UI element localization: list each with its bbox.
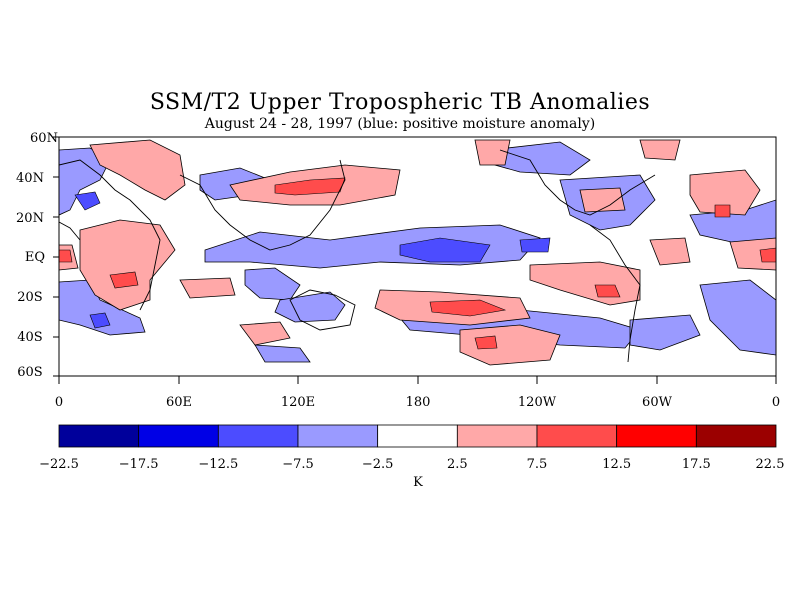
colorbar-tick-label: −22.5 <box>39 457 79 472</box>
colorbar-swatch <box>536 424 618 448</box>
anomaly-region-positive <box>474 139 511 166</box>
colorbar-swatch <box>217 424 299 448</box>
colorbar-swatch <box>456 424 538 448</box>
lon-label-0-east: 0 <box>772 395 780 410</box>
lon-label-120w: 120W <box>518 395 557 410</box>
anomaly-region-positive <box>714 204 731 218</box>
anomaly-region-negative <box>699 279 776 356</box>
anomaly-region-positive <box>639 139 681 161</box>
latitude-axis: 60N 40N 20N EQ 20S 40S 60S <box>16 131 58 380</box>
lat-label-40s: 40S <box>17 330 42 345</box>
colorbar-swatch <box>58 424 140 448</box>
anomaly-region-positive <box>594 284 621 298</box>
lon-label-60w: 60W <box>642 395 673 410</box>
anomaly-region-positive <box>459 324 561 366</box>
longitude-axis: 0 60E 120E 180 120W 60W 0 <box>55 395 780 410</box>
anomaly-region-positive <box>179 277 236 299</box>
colorbar-swatch <box>377 424 458 448</box>
colorbar-tick-label: 17.5 <box>682 457 711 472</box>
anomaly-region-negative <box>274 291 346 323</box>
colorbar-tick-label: 12.5 <box>602 457 631 472</box>
anomaly-region-positive <box>649 237 691 266</box>
anomaly-region-positive <box>89 139 186 201</box>
anomaly-contours <box>59 139 776 366</box>
lat-label-eq: EQ <box>25 250 45 265</box>
colorbar-tick-label: −2.5 <box>362 457 394 472</box>
anomaly-region-positive <box>759 247 776 263</box>
map-plot-area <box>58 136 777 377</box>
anomaly-region-positive <box>429 299 507 317</box>
anomaly-region-positive <box>239 321 291 346</box>
colorbar-swatch <box>297 424 379 448</box>
anomaly-region-negative <box>74 191 101 211</box>
anomaly-region-negative <box>89 312 111 329</box>
anomaly-region-positive <box>474 335 498 350</box>
lon-label-60e: 60E <box>166 395 192 410</box>
lon-label-180: 180 <box>406 395 431 410</box>
colorbar-swatch <box>138 424 219 448</box>
lon-label-120e: 120E <box>281 395 315 410</box>
anomaly-region-negative <box>399 237 491 263</box>
anomaly-region-positive <box>274 177 346 196</box>
colorbar-swatch <box>616 424 697 448</box>
lat-label-40n: 40N <box>16 171 44 186</box>
colorbar-tick-label: 7.5 <box>527 457 548 472</box>
anomaly-region-negative <box>519 237 551 253</box>
colorbar: −22.5 −17.5 −12.5 −7.5 −2.5 2.5 7.5 12.5 17.5 22.… <box>39 424 785 472</box>
colorbar-tick-label: −7.5 <box>282 457 314 472</box>
anomaly-region-positive <box>579 187 626 213</box>
map-title: SSM/T2 Upper Tropospheric TB Anomalies <box>149 90 651 115</box>
map-subtitle: August 24 - 28, 1997 (blue: positive moi… <box>204 116 596 132</box>
colorbar-swatch <box>695 424 777 448</box>
colorbar-tick-label: 2.5 <box>447 457 468 472</box>
anomaly-region-positive <box>59 249 73 263</box>
anomaly-region-positive <box>109 271 139 289</box>
colorbar-tick-label: −17.5 <box>119 457 159 472</box>
lat-label-20n: 20N <box>16 211 44 226</box>
anomaly-region-negative <box>254 344 311 363</box>
lat-label-60n: 60N <box>30 131 58 146</box>
coastlines <box>59 149 656 363</box>
lat-label-20s: 20S <box>17 290 42 305</box>
anomaly-region-positive <box>689 169 761 216</box>
colorbar-unit-label: K <box>413 475 423 490</box>
colorbar-tick-label: 22.5 <box>756 457 785 472</box>
colorbar-tick-label: −12.5 <box>198 457 238 472</box>
lon-label-0-west: 0 <box>55 395 63 410</box>
lat-label-60s: 60S <box>17 365 42 380</box>
